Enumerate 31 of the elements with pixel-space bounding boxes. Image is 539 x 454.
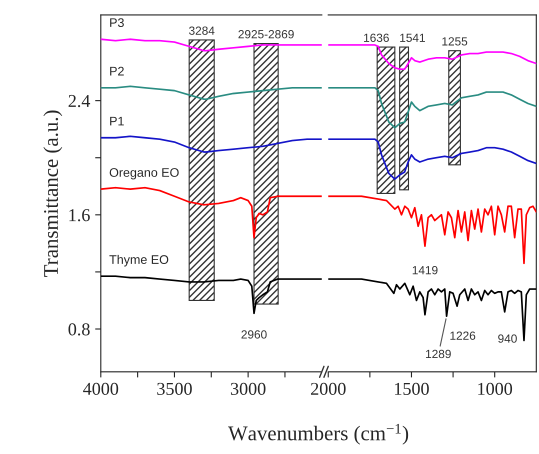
series-label: Thyme EO xyxy=(109,254,168,266)
band-label: 1541 xyxy=(400,34,425,42)
line-series xyxy=(100,38,322,52)
series-label: P3 xyxy=(110,18,124,28)
band-label: 1255 xyxy=(442,37,468,46)
y-axis-title: Transmittance (a.u.) xyxy=(43,110,62,277)
line-series xyxy=(100,135,322,153)
x-axis-title: Wavenumbers (cm$^{−1}$) xyxy=(228,424,408,445)
band-label: 2925-2869 xyxy=(238,30,294,38)
series-label: P2 xyxy=(110,66,124,76)
x-tick-label: 3000 xyxy=(230,382,266,395)
x-tick-label: 3500 xyxy=(157,382,192,395)
y-tick-label: 0.8 xyxy=(68,323,90,336)
series-label: P1 xyxy=(110,116,124,126)
line-series xyxy=(100,186,322,238)
series-label: Oregano EO xyxy=(110,168,179,180)
line-series xyxy=(100,275,322,314)
x-tick-label: 1000 xyxy=(478,382,512,395)
annotation: 1226 xyxy=(450,331,476,340)
x-tick-label: 1500 xyxy=(395,382,429,395)
annotation: 1289 xyxy=(426,350,451,358)
band-label: 1636 xyxy=(364,34,389,42)
x-tick-label: 2000 xyxy=(310,382,346,395)
y-tick-label: 2.4 xyxy=(68,94,90,108)
x-tick-label: 4000 xyxy=(83,382,118,395)
y-tick-label: 1.6 xyxy=(69,209,90,222)
annotation: 940 xyxy=(498,334,517,343)
line-series xyxy=(100,86,322,100)
annotation: 2960 xyxy=(241,330,267,339)
band-label: 3284 xyxy=(189,26,214,35)
annotation: 1419 xyxy=(412,266,438,274)
